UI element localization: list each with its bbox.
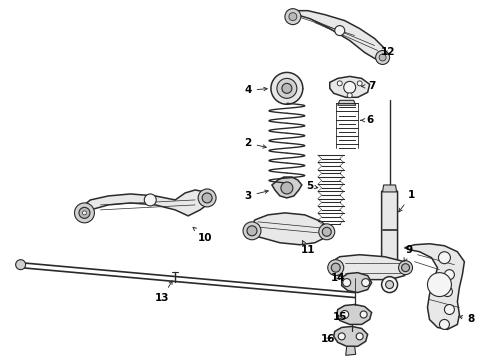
Circle shape: [442, 287, 452, 297]
Circle shape: [82, 211, 86, 215]
Text: 3: 3: [245, 190, 268, 201]
Circle shape: [379, 54, 386, 61]
Circle shape: [338, 333, 345, 340]
FancyBboxPatch shape: [382, 191, 397, 273]
Circle shape: [281, 182, 293, 194]
Circle shape: [243, 222, 261, 240]
Circle shape: [198, 189, 216, 207]
Circle shape: [376, 50, 390, 64]
Circle shape: [427, 273, 451, 297]
Circle shape: [337, 81, 342, 86]
Circle shape: [328, 260, 343, 276]
Circle shape: [16, 260, 25, 270]
Circle shape: [398, 261, 413, 275]
Circle shape: [144, 194, 156, 206]
Circle shape: [444, 305, 454, 315]
Circle shape: [347, 93, 352, 98]
Text: 4: 4: [245, 85, 267, 95]
Text: 13: 13: [155, 281, 172, 302]
Text: 7: 7: [362, 81, 375, 91]
Text: 10: 10: [193, 227, 212, 243]
Circle shape: [277, 78, 297, 98]
Text: 6: 6: [361, 115, 373, 125]
Text: 14: 14: [330, 273, 345, 283]
Text: 16: 16: [320, 334, 335, 345]
Circle shape: [202, 193, 212, 203]
Circle shape: [335, 26, 345, 36]
Text: 1: 1: [399, 190, 415, 212]
Text: 5: 5: [306, 181, 318, 191]
Text: 8: 8: [459, 314, 475, 324]
Polygon shape: [338, 100, 356, 105]
Polygon shape: [334, 327, 368, 346]
Circle shape: [289, 13, 297, 21]
Text: 2: 2: [245, 138, 266, 148]
Circle shape: [356, 333, 363, 340]
Circle shape: [319, 224, 335, 240]
Polygon shape: [272, 177, 302, 198]
Polygon shape: [330, 76, 369, 97]
Circle shape: [331, 263, 340, 272]
Polygon shape: [80, 190, 210, 218]
Circle shape: [285, 9, 301, 24]
Polygon shape: [405, 244, 465, 329]
Circle shape: [341, 310, 349, 319]
Polygon shape: [383, 185, 396, 192]
Circle shape: [322, 227, 331, 236]
Circle shape: [382, 276, 397, 293]
Text: 12: 12: [380, 48, 395, 58]
Circle shape: [79, 207, 90, 219]
Polygon shape: [290, 11, 388, 60]
Circle shape: [343, 81, 356, 93]
Polygon shape: [382, 272, 397, 278]
Circle shape: [439, 252, 450, 264]
Polygon shape: [248, 213, 330, 245]
Polygon shape: [342, 273, 371, 293]
Text: 15: 15: [333, 312, 347, 323]
Circle shape: [440, 319, 449, 329]
Circle shape: [401, 264, 410, 272]
Circle shape: [282, 84, 292, 93]
Circle shape: [357, 81, 362, 86]
Circle shape: [360, 311, 367, 318]
Circle shape: [444, 270, 454, 280]
Text: 11: 11: [300, 240, 315, 255]
Polygon shape: [346, 346, 356, 355]
Circle shape: [343, 279, 351, 287]
Polygon shape: [337, 305, 371, 324]
Circle shape: [362, 279, 369, 287]
Circle shape: [74, 203, 95, 223]
Circle shape: [271, 72, 303, 104]
Text: 9: 9: [404, 245, 413, 261]
Circle shape: [386, 280, 393, 289]
Circle shape: [247, 226, 257, 236]
Polygon shape: [332, 255, 408, 280]
